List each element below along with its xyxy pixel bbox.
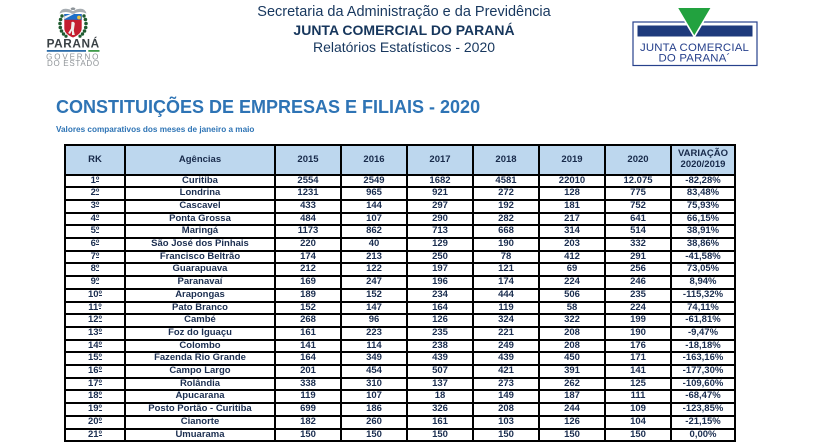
svg-text:DO ESTADO: DO ESTADO — [47, 59, 100, 68]
svg-text:GOVERNO: GOVERNO — [46, 53, 100, 62]
svg-text:JUNTA COMERCIAL: JUNTA COMERCIAL — [640, 42, 749, 54]
svg-text:PARANÁ: PARANÁ — [47, 36, 100, 50]
svg-text:DO PARANA´: DO PARANA´ — [658, 53, 730, 65]
